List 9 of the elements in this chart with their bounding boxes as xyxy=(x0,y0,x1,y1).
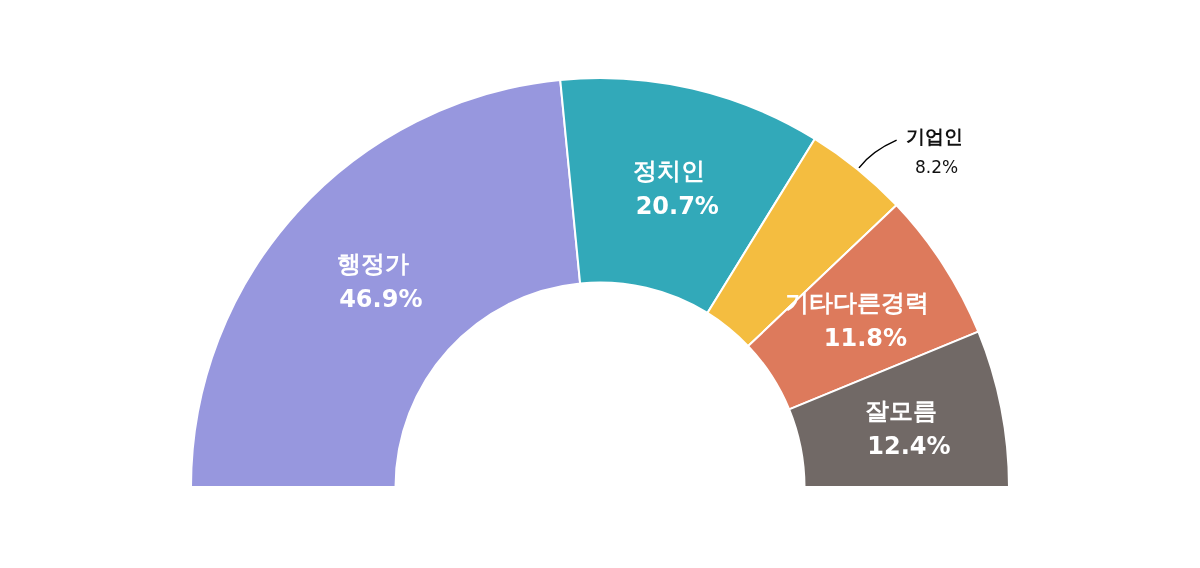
slice-label: 행정가 xyxy=(336,250,409,279)
slice-label: 잘모름 xyxy=(864,396,937,425)
data-label: 20.7% xyxy=(635,192,719,221)
slice-label: 기업인 xyxy=(906,125,964,148)
data-label: 12.4% xyxy=(867,431,951,460)
data-label: 46.9% xyxy=(339,285,423,314)
slice-label: 정치인 xyxy=(633,157,706,186)
data-label: 8.2% xyxy=(915,156,959,177)
data-label: 11.8% xyxy=(823,324,908,353)
